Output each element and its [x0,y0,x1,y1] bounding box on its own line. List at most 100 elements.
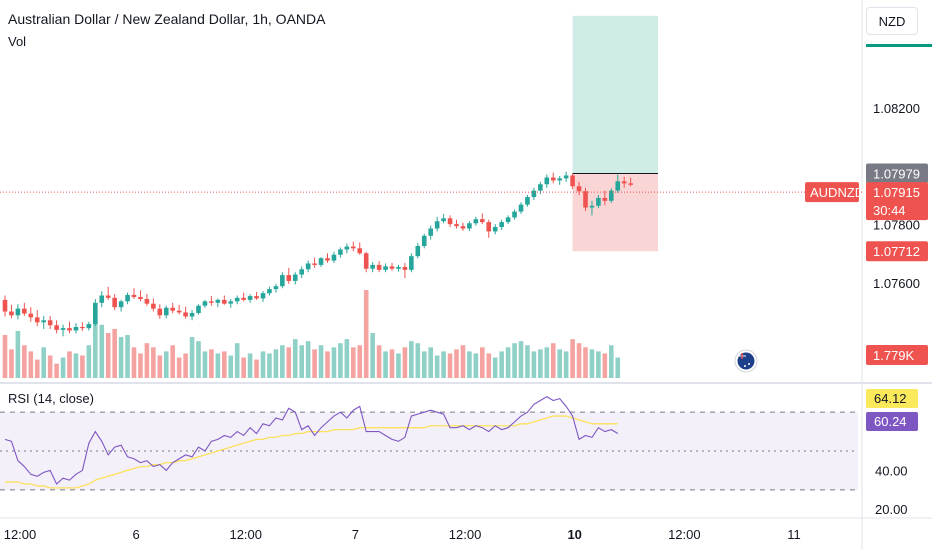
volume-bar [325,351,330,378]
candle-body [47,320,53,326]
volume-bar [73,353,79,378]
candle-body [460,226,466,229]
candle-body [570,175,575,187]
candle-body [338,249,343,255]
volume-bar [144,343,150,378]
volume-bar [518,341,524,378]
last-price-label: 1.07915 [873,185,920,200]
candle-body [544,177,550,185]
volume-indicator-label[interactable]: Vol [8,34,27,49]
candle-body [428,228,433,236]
candle-body [512,211,517,218]
symbol-badge-label: AUDNZD [810,185,864,200]
candle-body [299,269,304,275]
volume-bar [183,353,188,378]
volume-bar [473,353,479,378]
candle-body [138,296,143,300]
candle-body [157,308,163,316]
candle-body [389,266,395,269]
volume-bar [602,353,608,378]
volume-bar [9,349,14,378]
rsi-indicator-label[interactable]: RSI (14, close) [8,391,94,406]
candle-body [9,311,14,316]
australia-flag-icon [748,363,750,365]
candle-body [163,307,169,316]
candle-body [538,184,543,191]
candle-body [170,307,175,311]
volume-bar [299,345,304,378]
currency-button[interactable]: NZD [866,7,918,35]
candle-body [34,317,40,323]
volume-bar [331,347,337,378]
candle-body [344,246,350,250]
volume-bar [112,328,117,378]
volume-bar [202,351,208,378]
rsi-line [4,396,619,485]
volume-bar [415,343,421,378]
candle-body [609,190,614,201]
candle-body [241,297,246,300]
candle-body [518,204,524,212]
candle-body [112,297,117,308]
volume-bar [305,341,311,378]
volume-bar [215,353,221,378]
volume-bar [99,324,105,378]
candle-body [589,205,595,208]
volume-bar [428,347,433,378]
price-tick-label: 1.07800 [873,218,920,233]
candle-body [67,328,72,331]
volume-bar [60,357,66,378]
volume-bar [22,345,27,378]
volume-bar [260,351,266,378]
candle-body [351,246,356,249]
volume-bar [54,363,59,378]
candle-body [499,222,504,228]
candle-body [434,221,440,229]
volume-bar [41,347,46,378]
volume-bar [615,357,621,378]
candle-body [105,295,111,298]
candle-body [292,274,298,281]
volume-bar [241,357,246,378]
candle-body [615,181,621,191]
candle-body [2,299,8,312]
candle-body [441,218,446,222]
candle-body [447,218,453,225]
candle-body [357,248,363,254]
candle-body [54,325,59,330]
volume-bar [196,341,201,378]
entry-price-label: 1.07979 [873,166,920,181]
candle-body [596,197,601,206]
volume-bar [351,347,356,378]
candle-body [602,197,608,201]
target-zone [572,15,658,174]
candle-body [209,301,214,303]
candle-body [28,313,34,318]
symbol-badge [805,182,859,203]
volume-bar [383,351,388,378]
time-axis-label: 12:00 [449,527,482,542]
volume-badge-label: 1.779K [873,348,915,363]
chart-title: Australian Dollar / New Zealand Dollar, … [8,11,326,27]
volume-bar [273,349,279,378]
volume-bar [170,345,175,378]
candle-body [486,222,492,232]
candle-body [15,308,21,316]
volume-bar [80,355,85,378]
candle-body [402,266,408,270]
volume-bar [550,343,556,378]
volume-bar [505,347,511,378]
volume-bar [47,355,53,378]
volume-bar [557,349,562,378]
candle-body [480,219,485,223]
time-axis-label: 6 [132,527,139,542]
volume-bar [376,345,382,378]
bar-countdown-label: 30:44 [873,203,906,218]
volume-bar [499,351,504,378]
candle-body [86,324,92,329]
volume-bar [583,347,588,378]
stop-zone [572,173,658,252]
volume-bar [151,347,156,378]
candle-body [93,302,98,325]
